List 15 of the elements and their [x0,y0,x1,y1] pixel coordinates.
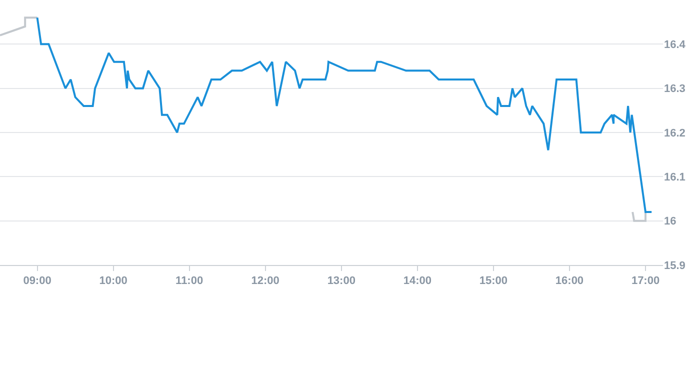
x-tick-label: 14:00 [403,275,432,288]
x-tick-label: 11:00 [176,275,204,288]
x-tick-label: 12:00 [251,275,280,288]
y-tick-label: 16 [664,216,676,228]
y-tick-label: 16.3 [664,83,686,96]
x-tick-label: 09:00 [23,275,52,288]
x-tick-label: 17:00 [631,275,660,288]
y-tick-label: 15.9 [664,260,686,272]
x-tick-label: 10:00 [99,275,128,288]
y-tick-label: 16.4 [664,39,686,52]
y-tick-label: 16.1 [664,172,686,184]
x-tick-label: 13:00 [327,275,356,288]
x-tick-label: 16:00 [555,275,584,288]
y-tick-label: 16.2 [664,127,686,140]
x-tick-label: 15:00 [479,275,508,288]
